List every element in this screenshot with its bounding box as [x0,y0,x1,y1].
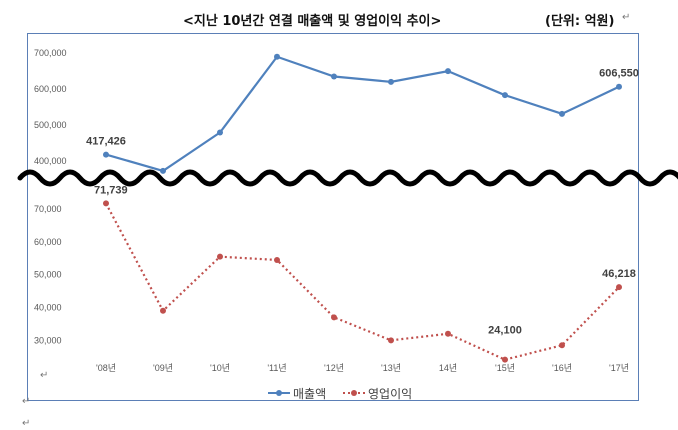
x-tick-label: '10년 [210,363,230,373]
x-tick-label: '12년 [324,363,344,373]
operating-profit-data-label: 46,218 [602,268,636,280]
revenue-point [616,83,622,90]
legend-profit-marker [351,390,357,396]
revenue-point [502,92,508,99]
operating-profit-point [217,253,223,260]
revenue-point [160,167,166,174]
revenue-point [103,151,109,158]
operating-profit-data-label: 71,739 [94,184,128,196]
revenue-point [331,73,337,80]
unit-label: (단위: 억원) [545,14,615,29]
x-axis: '08년 '09년 '10년 '11년 '12년 '13년 14년 '15년 '16년 '17년 [96,363,629,373]
revenue-data-label: 417,426 [86,136,126,148]
operating-profit-point [559,342,565,349]
revenue-point [388,78,394,85]
operating-profit-series: 71,739 24,100 46,218 [94,184,636,363]
axis-break-wave [17,169,678,187]
revenue-ytick-label: 700,000 [34,48,67,58]
operating-profit-line [105,202,620,361]
x-tick-label: '17년 [609,363,629,373]
x-tick-label: '15년 [495,363,515,373]
x-tick-label: '08년 [96,363,116,373]
revenue-ytick-label: 400,000 [34,156,67,166]
paragraph-mark-icon: ↵ [22,396,31,407]
revenue-y-axis: 400,000 500,000 600,000 700,000 [34,48,67,166]
operating-profit-point [502,356,508,363]
revenue-line [105,55,620,173]
title-bar: <지난 10년간 연결 매출액 및 영업이익 추이> (단위: 억원) ↵ [0,8,678,30]
paragraph-mark-icon: ↵ [22,418,31,429]
profit-ytick-label: 40,000 [34,303,62,313]
paragraph-mark-icon: ↵ [622,12,631,23]
paragraph-mark-icon: ↵ [40,370,49,381]
operating-profit-point [616,284,622,291]
x-tick-label: '16년 [552,363,572,373]
revenue-point [445,68,451,75]
profit-ytick-label: 50,000 [34,270,62,280]
operating-profit-point [388,337,394,344]
x-tick-label: '11년 [267,363,286,373]
revenue-series: 417,426 606,550 [86,53,639,174]
revenue-ytick-label: 500,000 [34,120,67,130]
revenue-data-label: 606,550 [599,68,639,80]
operating-profit-point [103,200,109,207]
chart-title: <지난 10년간 연결 매출액 및 영업이익 추이> [183,14,442,29]
revenue-ytick-label: 600,000 [34,84,67,94]
chart-frame [27,33,639,401]
x-tick-label: 14년 [439,363,457,373]
profit-y-axis: 30,000 40,000 50,000 60,000 70,000 [34,204,62,345]
revenue-point [559,110,565,117]
profit-ytick-label: 60,000 [34,237,62,247]
x-tick-label: '13년 [381,363,401,373]
operating-profit-point [331,314,337,321]
operating-profit-data-label: 24,100 [488,325,522,337]
legend-revenue-label: 매출액 [293,387,326,401]
legend: 매출액 영업이익 [268,387,412,401]
legend-revenue-marker [276,390,282,396]
legend-profit-label: 영업이익 [368,387,412,401]
operating-profit-point [160,307,166,314]
revenue-point [274,53,280,60]
operating-profit-point [274,256,280,263]
operating-profit-point [445,330,451,337]
profit-ytick-label: 30,000 [34,335,62,345]
profit-ytick-label: 70,000 [34,204,62,214]
revenue-point [217,129,223,136]
x-tick-label: '09년 [153,363,173,373]
